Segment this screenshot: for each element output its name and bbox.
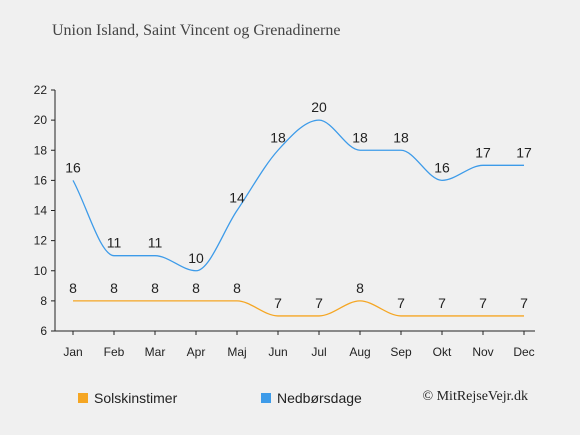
data-label: 17 [516, 144, 532, 160]
legend-label-rain: Nedbørsdage [277, 390, 362, 406]
y-tick-label: 16 [34, 173, 48, 187]
y-tick-label: 14 [34, 204, 48, 218]
data-label: 17 [475, 144, 491, 160]
y-tick-label: 12 [34, 234, 48, 248]
y-tick-label: 18 [34, 143, 48, 157]
legend-item-sunshine: Solskinstimer [78, 390, 177, 406]
data-label: 16 [65, 159, 81, 175]
x-tick-label: Jun [268, 345, 287, 359]
data-label: 7 [274, 295, 282, 311]
x-tick-label: Jul [311, 345, 326, 359]
data-labels: 8 8 8 8 8 7 7 8 7 7 7 7 16 11 11 10 14 18 20 18 18 16 17 17 [65, 99, 532, 311]
y-tick-label: 22 [34, 83, 48, 97]
y-tick-label: 6 [40, 324, 47, 338]
axes: 6 8 10 12 14 16 18 20 22 Jan Feb Mar Apr Maj Jun Jul Aug… [34, 83, 535, 359]
data-label: 8 [110, 280, 118, 296]
data-label: 10 [188, 250, 204, 266]
copyright-text: © MitRejseVejr.dk [422, 389, 528, 404]
series-line-0 [72, 300, 524, 317]
series-lines [72, 119, 524, 317]
x-tick-label: Dec [513, 345, 534, 359]
x-tick-label: Mar [145, 345, 166, 359]
data-label: 7 [520, 295, 528, 311]
x-tick-label: Apr [187, 345, 206, 359]
x-tick-label: Feb [104, 345, 125, 359]
series-line-1 [72, 119, 524, 272]
legend-swatch-rain [261, 393, 271, 403]
data-label: 8 [233, 280, 241, 296]
chart-title: Union Island, Saint Vincent og Grenadine… [52, 22, 341, 39]
x-tick-label: Nov [472, 345, 493, 359]
data-label: 11 [107, 235, 122, 251]
y-tick-label: 10 [34, 264, 48, 278]
legend-item-rain: Nedbørsdage [261, 390, 362, 406]
data-label: 7 [479, 295, 487, 311]
data-label: 7 [315, 295, 323, 311]
y-tick-label: 20 [34, 113, 48, 127]
data-label: 20 [311, 99, 327, 115]
x-tick-label: Aug [349, 345, 370, 359]
x-tick-label: Maj [227, 345, 246, 359]
x-tick-label: Jan [63, 345, 82, 359]
legend-swatch-sunshine [78, 393, 88, 403]
x-tick-label: Okt [433, 345, 452, 359]
data-label: 18 [270, 129, 286, 145]
data-label: 7 [438, 295, 446, 311]
data-label: 7 [397, 295, 405, 311]
data-label: 18 [393, 129, 409, 145]
data-label: 8 [69, 280, 77, 296]
legend-label-sunshine: Solskinstimer [94, 390, 178, 406]
data-label: 14 [229, 190, 245, 206]
data-label: 8 [151, 280, 159, 296]
x-tick-label: Sep [390, 345, 412, 359]
data-label: 8 [192, 280, 200, 296]
data-label: 16 [434, 159, 450, 175]
y-tick-label: 8 [40, 294, 47, 308]
data-label: 18 [352, 129, 368, 145]
data-label: 8 [356, 280, 364, 296]
data-label: 11 [148, 235, 163, 251]
